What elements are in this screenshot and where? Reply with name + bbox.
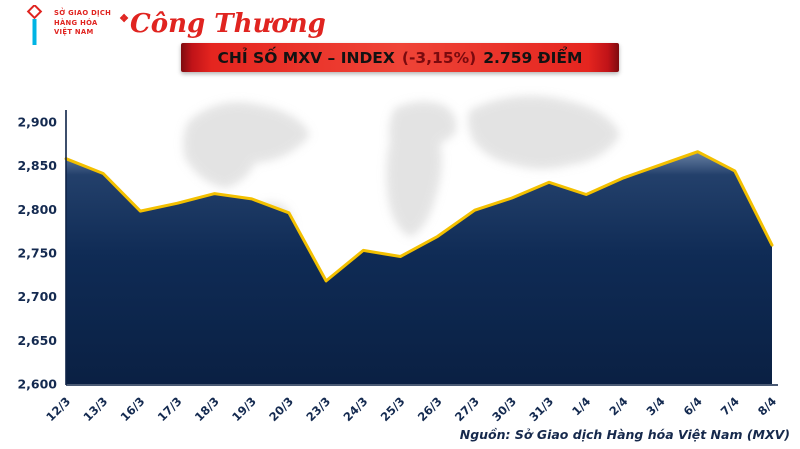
source-credit: Nguồn: Sở Giao dịch Hàng hóa Việt Nam (M… [459,427,790,442]
y-tick-label: 2,750 [17,246,57,261]
x-tick-label: 13/3 [80,394,110,424]
x-tick-label: 31/3 [526,394,556,424]
emblem-icon: ❖ [119,12,130,26]
x-tick-label: 30/3 [489,394,519,424]
x-tick-label: 1/4 [569,394,593,418]
x-tick-label: 3/4 [643,394,667,418]
x-tick-label: 18/3 [192,394,222,424]
x-tick-label: 24/3 [341,394,371,424]
title-banner: CHỈ SỐ MXV – INDEX (-3,15%) 2.759 ĐIỂM [181,43,619,72]
congthuong-brand: ❖Công Thương [119,11,326,37]
mxv-logo-mark [26,5,43,45]
x-tick-label: 19/3 [229,394,259,424]
brand-text: Công Thương [130,9,326,39]
x-tick-label: 26/3 [415,394,445,424]
x-tick-label: 23/3 [303,394,333,424]
x-tick-label: 8/4 [755,394,779,418]
x-tick-label: 6/4 [681,394,705,418]
banner-title: CHỈ SỐ MXV – INDEX [217,48,395,67]
y-tick-label: 2,650 [17,333,57,348]
banner-change: (-3,15%) [401,48,477,67]
org-name-line3: VIỆT NAM [54,28,94,37]
org-name: SỞ GIAO DỊCH HÀNG HÓA VIỆT NAM [54,9,111,38]
index-line [64,150,774,283]
x-tick-label: 27/3 [452,394,482,424]
x-tick-label: 16/3 [118,394,148,424]
y-tick-label: 2,850 [17,158,57,173]
y-tick-label: 2,600 [17,377,57,392]
x-tick-label: 7/4 [718,394,742,418]
x-tick-label: 20/3 [266,394,296,424]
mxv-congthuong-logo: SỞ GIAO DỊCH HÀNG HÓA VIỆT NAM ❖Công Thư… [24,5,326,47]
x-tick-label: 25/3 [378,394,408,424]
y-tick-label: 2,900 [17,115,57,130]
y-tick-label: 2,800 [17,202,57,217]
org-name-line2: HÀNG HÓA [54,18,98,27]
x-tick-label: 12/3 [43,394,73,424]
y-tick-label: 2,700 [17,289,57,304]
index-area [66,151,772,384]
x-tick-label: 2/4 [606,394,630,418]
banner-points: 2.759 ĐIỂM [483,48,583,67]
org-name-line1: SỞ GIAO DỊCH [54,9,112,17]
x-tick-label: 17/3 [155,394,185,424]
